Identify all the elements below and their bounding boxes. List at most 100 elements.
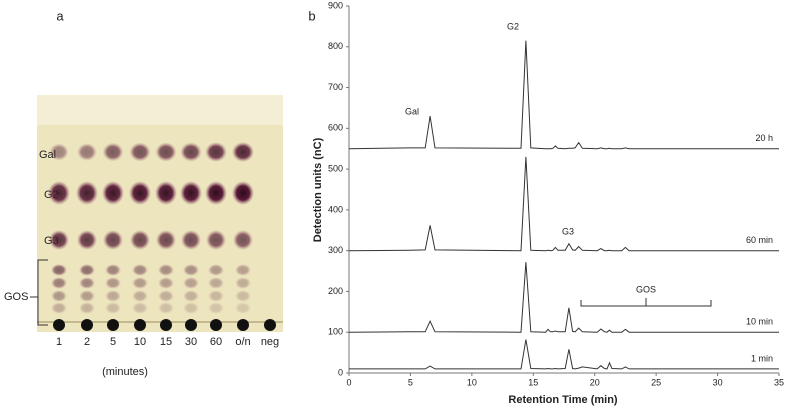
spot [76,181,98,205]
spot [49,230,69,250]
trace [348,262,779,333]
spot [51,277,67,289]
trace [348,156,779,252]
lane-label: 2 [84,336,90,348]
peak-label: Gal [405,106,419,116]
y-tick-label: 900 [328,0,343,10]
y-tick-label: 400 [328,204,343,214]
spot [155,142,177,162]
spot [180,181,202,205]
spot [181,230,201,250]
trace [348,40,779,150]
spot [183,264,199,276]
lane-label: 30 [185,336,197,348]
spot [77,143,97,161]
spot [235,302,251,314]
spot [205,142,227,162]
spot [130,230,150,250]
spot [132,264,148,276]
origin-dot [185,319,197,331]
spot [51,264,67,276]
lane-label: 15 [160,336,172,348]
spot [51,290,67,302]
spot [132,277,148,289]
peak-label: G2 [507,21,519,31]
y-tick-label: 800 [328,41,343,51]
x-tick-label: 15 [528,377,538,387]
spot [77,230,97,250]
x-tick-label: 35 [774,377,784,387]
spot [103,230,123,250]
x-tick-label: 10 [467,377,477,387]
spot [158,302,174,314]
spot [51,302,67,314]
origin-dot [53,319,65,331]
spot [155,181,177,205]
lane-label: 60 [210,336,222,348]
lane-label: o/n [235,336,250,348]
spot [79,302,95,314]
spot [156,230,176,250]
spot [105,290,121,302]
spot [79,277,95,289]
spot [105,277,121,289]
spot [158,290,174,302]
x-tick-label: 0 [346,377,351,387]
x-tick-label: 20 [590,377,600,387]
gos-bracket [30,259,48,326]
x-tick-label: 30 [713,377,723,387]
spot [206,230,226,250]
gos-bracket [580,298,712,307]
spot [102,142,124,162]
origin-dot [237,319,249,331]
spot [183,302,199,314]
spot [79,290,95,302]
spot [232,142,254,162]
spot [180,142,202,162]
y-axis-title: Detection units (nC) [312,137,324,242]
lane-label: 1 [56,336,62,348]
origin-dot [160,319,172,331]
lane-label: 10 [134,336,146,348]
spot [235,290,251,302]
trace [349,339,779,370]
y-tick-label: 500 [328,163,343,173]
spot [105,302,121,314]
spot [105,264,121,276]
peak-label: G3 [562,226,574,236]
spot [208,290,224,302]
plate-top [37,95,283,125]
y-tick-label: 600 [328,123,343,133]
y-tick-label: 0 [338,367,343,377]
origin-dot [134,319,146,331]
y-tick-label: 100 [328,327,343,337]
trace-label: 20 h [755,133,773,143]
spot [208,277,224,289]
spot-label: GOS [4,291,28,303]
peak-label: GOS [636,284,656,294]
spot [158,264,174,276]
spot [205,181,227,205]
spot [233,230,253,250]
trace-label: 10 min [746,317,773,327]
tlc-panel: a Gal G2 G3 GOS (minutes) 12510153060o/n… [4,8,283,378]
y-tick-label: 200 [328,286,343,296]
origin-dot [210,319,222,331]
y-tick-label: 300 [328,245,343,255]
spot [208,302,224,314]
spot [232,181,254,205]
x-tick-label: 25 [651,377,661,387]
spot [235,277,251,289]
spot [48,181,70,205]
panel-label: a [56,8,64,23]
spot [129,181,151,205]
spot [49,143,69,161]
origin-dot [107,319,119,331]
trace-label: 60 min [746,235,773,245]
x-axis-title: Retention Time (min) [508,394,618,406]
spot [158,277,174,289]
origin-dot [81,319,93,331]
lane-label: 5 [110,336,116,348]
spot [129,142,151,162]
